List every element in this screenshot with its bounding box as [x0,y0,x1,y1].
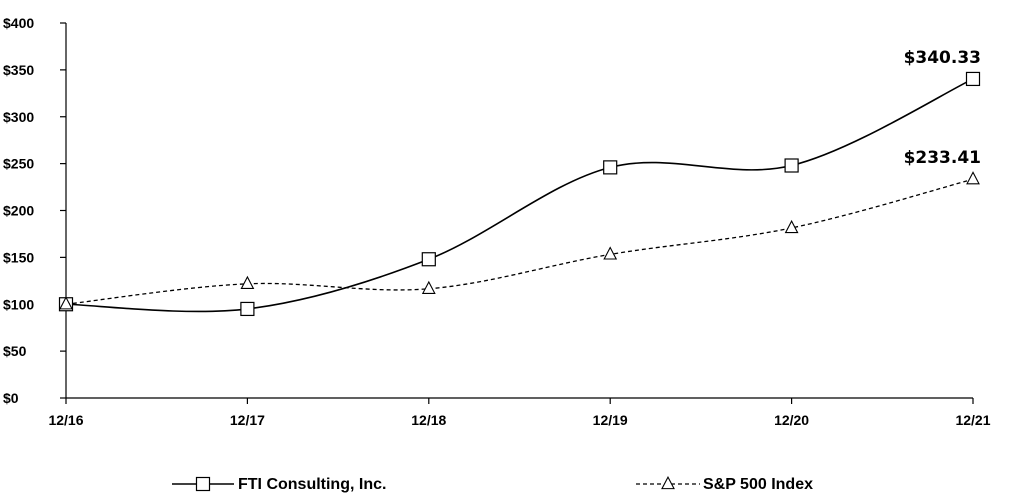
legend-marker-s-p-500-index [661,475,675,490]
data-point-fti-consulting-inc [421,252,436,267]
x-tick-label: 12/20 [774,412,809,428]
x-tick-label: 12/17 [230,412,265,428]
y-tick-label: $250 [3,156,34,172]
x-tick-label: 12/21 [955,412,990,428]
x-tick-label: 12/19 [593,412,628,428]
legend-item-s-p-500-index: S&P 500 Index [636,475,813,493]
y-axis: $0 $50 $100 $150 $200 $250 $300 $350 $400 [3,15,67,406]
x-axis: 12/16 12/17 12/18 12/19 12/20 12/21 [48,397,991,428]
data-point-s-p-500-index [603,246,618,260]
legend-item-fti-consulting-inc: FTI Consulting, Inc. [172,476,386,493]
legend: FTI Consulting, Inc. S&P 500 Index [172,475,813,493]
data-point-s-p-500-index [59,296,73,310]
series-line-s-p-500-index [65,178,974,305]
y-tick-label: $200 [3,203,34,219]
y-tick-label: $400 [3,15,34,31]
y-tick-label: $0 [3,390,19,406]
y-tick-label: $350 [3,62,34,78]
data-point-s-p-500-index [240,275,255,289]
data-point-s-p-500-index [966,171,980,185]
series-layer [58,71,981,317]
end-label-s-p-500-index: $233.41 [904,148,981,168]
data-point-fti-consulting-inc [965,71,981,87]
series-s-p-500-index [59,171,980,310]
legend-label-fti-consulting-inc: FTI Consulting, Inc. [238,476,386,493]
y-tick-label: $50 [3,343,27,359]
data-point-s-p-500-index [421,280,436,294]
series-line-fti-consulting-inc [65,78,974,313]
legend-marker-fti-consulting-inc [195,476,211,492]
end-label-fti-consulting-inc: $340.33 [904,48,981,68]
data-point-fti-consulting-inc [603,160,618,175]
y-tick-label: $150 [3,249,34,265]
y-tick-label: $300 [3,109,34,125]
data-point-fti-consulting-inc [784,158,799,173]
series-fti-consulting-inc [58,71,981,317]
data-point-s-p-500-index [784,219,799,234]
y-tick-label: $100 [3,296,34,312]
x-tick-label: 12/16 [48,412,83,428]
end-labels: $340.33 $233.41 [904,48,981,168]
legend-label-s-p-500-index: S&P 500 Index [703,476,813,493]
data-point-fti-consulting-inc [240,301,255,317]
x-tick-label: 12/18 [411,412,446,428]
